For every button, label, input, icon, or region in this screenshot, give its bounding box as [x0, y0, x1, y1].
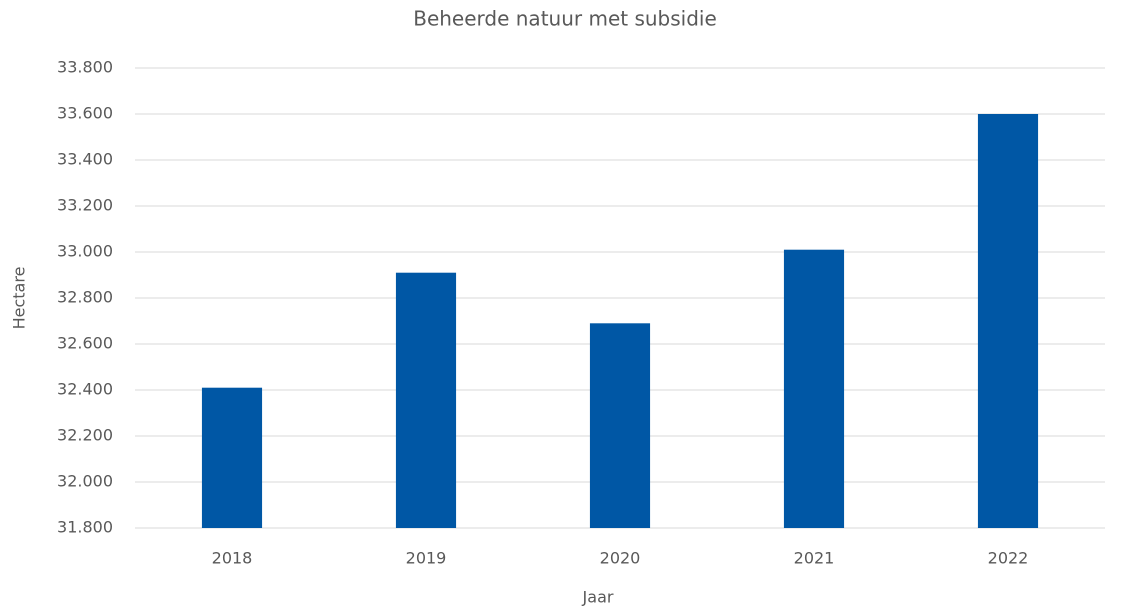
y-tick-label: 32.200 — [57, 426, 113, 445]
x-tick-label: 2018 — [212, 549, 253, 568]
x-tick-label: 2019 — [406, 549, 447, 568]
bar — [589, 323, 651, 528]
bar — [201, 387, 263, 528]
y-tick-label: 33.600 — [57, 104, 113, 123]
y-tick-label: 31.800 — [57, 518, 113, 537]
x-tick-label: 2021 — [794, 549, 835, 568]
x-axis-label: Jaar — [582, 588, 614, 607]
y-tick-label: 32.800 — [57, 288, 113, 307]
y-tick-label: 33.400 — [57, 150, 113, 169]
bar — [783, 249, 845, 528]
chart-title: Beheerde natuur met subsidie — [413, 7, 717, 31]
y-tick-label: 33.800 — [57, 58, 113, 77]
y-tick-label: 32.400 — [57, 380, 113, 399]
y-tick-label: 32.600 — [57, 334, 113, 353]
bar — [977, 114, 1039, 528]
y-tick-label: 33.000 — [57, 242, 113, 261]
y-axis-label: Hectare — [10, 267, 29, 330]
x-tick-label: 2020 — [600, 549, 641, 568]
y-tick-label: 33.200 — [57, 196, 113, 215]
bar — [395, 272, 457, 528]
x-tick-label: 2022 — [988, 549, 1029, 568]
y-tick-label: 32.000 — [57, 472, 113, 491]
